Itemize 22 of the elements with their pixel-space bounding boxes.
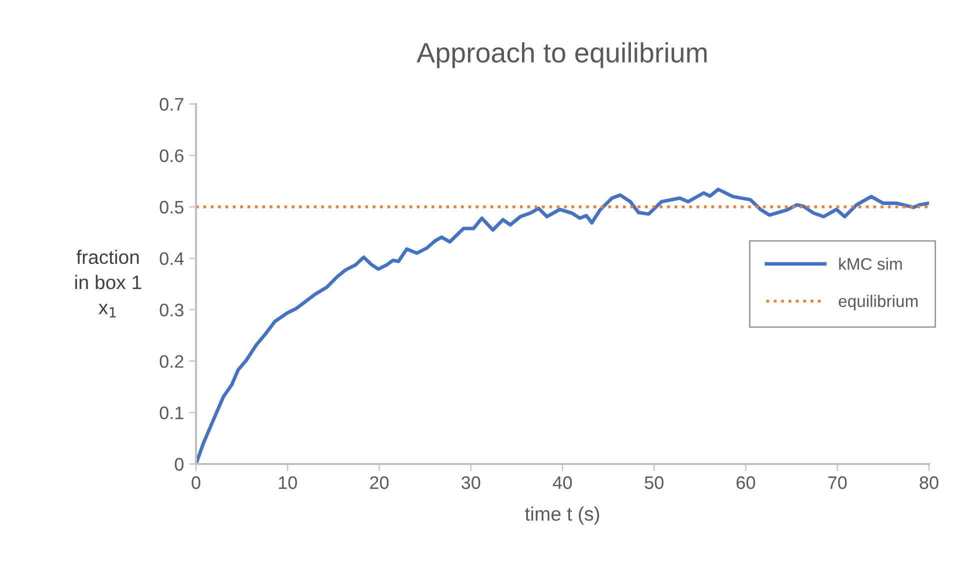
x-tick-label: 50 — [644, 476, 664, 490]
y-tick-label: 0.5 — [160, 200, 184, 214]
y-axis-title: fraction in box 1 x$_{1}$ — [75, 250, 142, 318]
y-tick-label: 0.7 — [160, 98, 184, 111]
x-tick-label: 10 — [278, 476, 297, 490]
x-tick-label: 20 — [370, 476, 389, 490]
legend-label: kMC sim — [839, 258, 902, 270]
y-tick-label: 0.4 — [160, 252, 184, 266]
x-tick-label: 70 — [828, 476, 847, 490]
y-tick-label: 0.6 — [160, 149, 184, 162]
x-tick-label: 0 — [192, 476, 200, 490]
x-tick-label: 60 — [736, 476, 756, 490]
x-axis-title: time t (s) — [524, 506, 600, 525]
x-tick-label: 80 — [920, 476, 938, 490]
y-tick-label: 0.1 — [160, 406, 184, 420]
y-tick-label: 0.3 — [160, 304, 184, 316]
legend-label: equilibrium — [838, 294, 918, 310]
y-tick-label: 0 — [174, 458, 184, 471]
chart-title: Approach to equilibrium — [416, 42, 707, 68]
x-tick-label: 30 — [462, 476, 480, 490]
x-tick-label: 40 — [552, 476, 572, 490]
y-tick-label: 0.2 — [160, 355, 184, 368]
